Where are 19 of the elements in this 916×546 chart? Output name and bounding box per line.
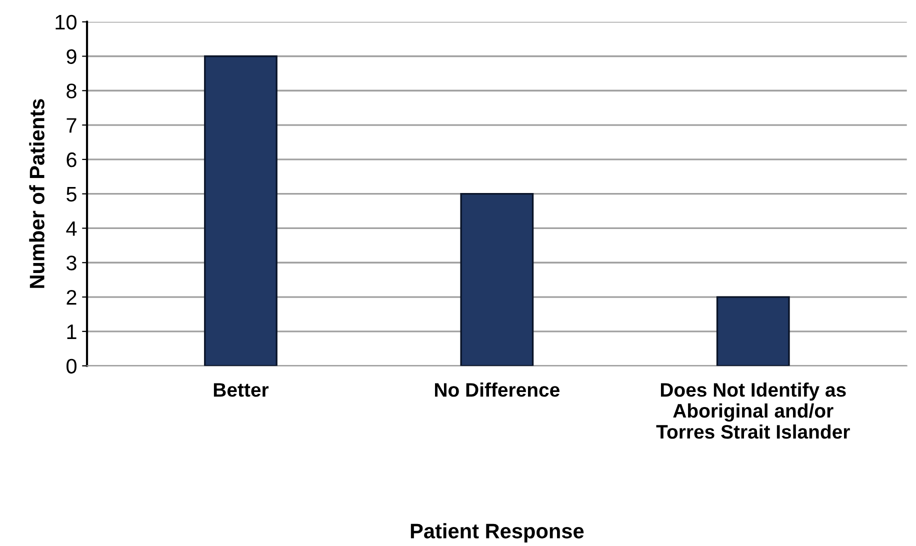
x-tick-label: Better: [214, 383, 269, 397]
y-tick-label: 6: [66, 152, 76, 168]
y-tick-label: 9: [66, 49, 76, 64]
y-tick-label: 8: [66, 84, 76, 98]
y-tick-label: 7: [66, 118, 76, 133]
y-tick-label: 4: [66, 221, 77, 236]
x-tick-label: Does Not Identify as Aboriginal and/or Torres Strait Islander: [656, 382, 850, 439]
bar: [204, 55, 278, 366]
x-axis-title: Patient Response: [410, 523, 584, 543]
y-tick-label: 3: [66, 256, 76, 270]
bar: [460, 192, 534, 366]
y-tick-label: 0: [66, 358, 76, 374]
y-tick-label: 5: [66, 187, 76, 202]
bar: [716, 296, 790, 366]
y-tick-label: 10: [56, 14, 76, 30]
y-tick-label: 1: [67, 324, 76, 339]
y-tick-label: 2: [66, 290, 76, 305]
x-tick-label: No Difference: [435, 382, 560, 397]
y-axis-title: Number of Patients: [29, 99, 44, 288]
